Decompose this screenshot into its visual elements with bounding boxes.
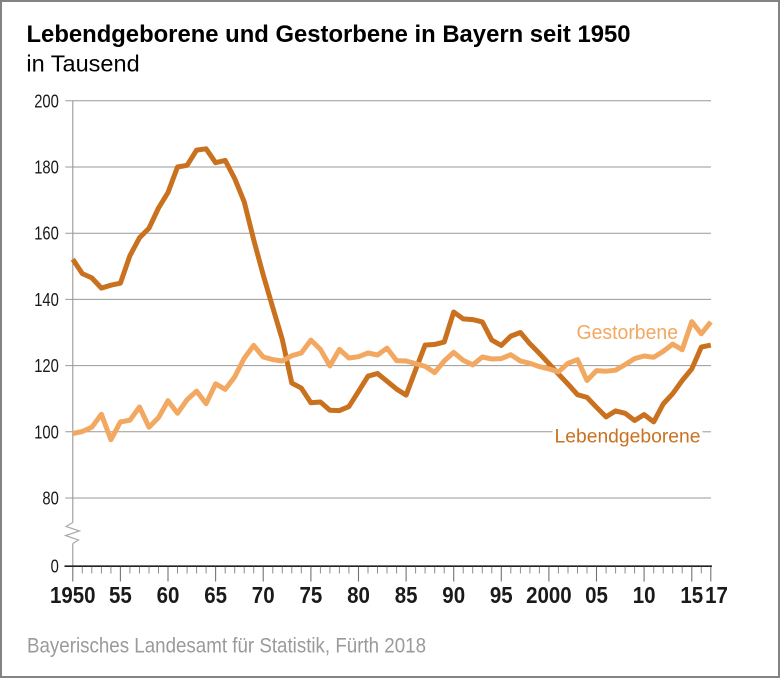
svg-text:95: 95 bbox=[490, 582, 513, 608]
svg-text:100: 100 bbox=[34, 422, 59, 442]
svg-text:2000: 2000 bbox=[526, 582, 572, 608]
svg-text:180: 180 bbox=[34, 158, 59, 178]
svg-text:60: 60 bbox=[157, 582, 180, 608]
svg-text:Lebendgeborene und Gestorbene: Lebendgeborene und Gestorbene in Bayern … bbox=[27, 21, 631, 48]
svg-text:120: 120 bbox=[34, 356, 59, 376]
svg-text:200: 200 bbox=[34, 91, 59, 111]
svg-text:75: 75 bbox=[300, 582, 323, 608]
svg-text:05: 05 bbox=[585, 582, 608, 608]
svg-text:65: 65 bbox=[204, 582, 227, 608]
svg-text:160: 160 bbox=[34, 224, 59, 244]
svg-text:Bayerisches Landesamt für Stat: Bayerisches Landesamt für Statistik, Für… bbox=[27, 634, 426, 658]
svg-text:10: 10 bbox=[633, 582, 656, 608]
svg-text:90: 90 bbox=[442, 582, 465, 608]
svg-text:70: 70 bbox=[252, 582, 275, 608]
svg-text:1950: 1950 bbox=[50, 582, 96, 608]
svg-text:85: 85 bbox=[395, 582, 418, 608]
svg-text:80: 80 bbox=[42, 489, 58, 509]
svg-text:80: 80 bbox=[347, 582, 370, 608]
svg-text:55: 55 bbox=[109, 582, 132, 608]
svg-text:in Tausend: in Tausend bbox=[26, 51, 139, 77]
svg-text:Gestorbene: Gestorbene bbox=[577, 322, 679, 344]
svg-text:17: 17 bbox=[705, 582, 728, 608]
svg-text:0: 0 bbox=[51, 557, 59, 577]
svg-text:15: 15 bbox=[680, 582, 703, 608]
svg-text:Lebendgeborene: Lebendgeborene bbox=[555, 425, 701, 447]
svg-text:140: 140 bbox=[34, 290, 59, 310]
